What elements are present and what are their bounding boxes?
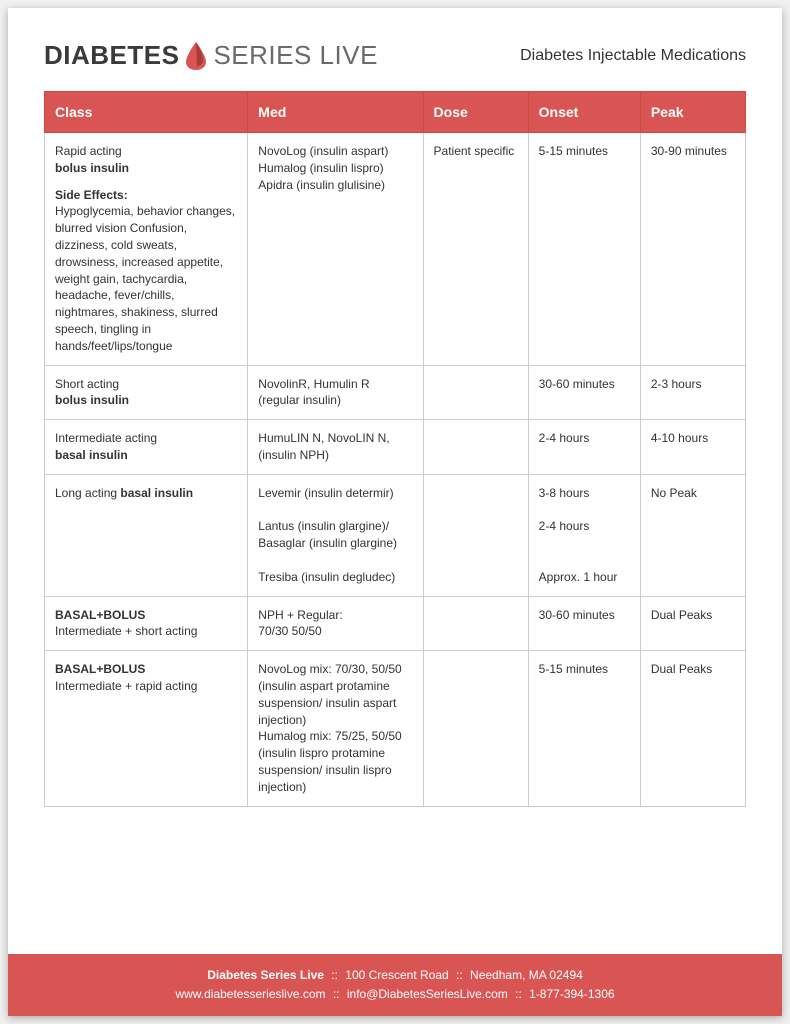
table-row: BASAL+BOLUSIntermediate + short actingNP… — [45, 596, 746, 651]
cell-med: Levemir (insulin determir) Lantus (insul… — [248, 474, 423, 596]
cell-peak: Dual Peaks — [640, 596, 745, 651]
cell-onset: 3-8 hours 2-4 hours Approx. 1 hour — [528, 474, 640, 596]
cell-med: NovoLog (insulin aspart) Humalog (insuli… — [248, 133, 423, 366]
footer-phone: 1-877-394-1306 — [529, 987, 614, 1001]
cell-class: Intermediate actingbasal insulin — [45, 420, 248, 475]
cell-class: Long acting basal insulin — [45, 474, 248, 596]
footer-line-2: www.diabetesserieslive.com :: info@Diabe… — [8, 985, 782, 1004]
footer: Diabetes Series Live :: 100 Crescent Roa… — [8, 954, 782, 1016]
page-title: Diabetes Injectable Medications — [520, 47, 746, 65]
cell-med: NPH + Regular: 70/30 50/50 — [248, 596, 423, 651]
cell-peak: No Peak — [640, 474, 745, 596]
col-header-class: Class — [45, 92, 248, 133]
cell-onset: 5-15 minutes — [528, 651, 640, 806]
drop-icon — [185, 41, 207, 71]
cell-class: BASAL+BOLUSIntermediate + rapid acting — [45, 651, 248, 806]
header: DIABETES SERIES LIVE Diabetes Injectable… — [8, 8, 782, 91]
table-body: Rapid actingbolus insulinSide Effects:Hy… — [45, 133, 746, 807]
document-page: DIABETES SERIES LIVE Diabetes Injectable… — [8, 8, 782, 1016]
footer-sep: :: — [331, 968, 338, 982]
table-row: Rapid actingbolus insulinSide Effects:Hy… — [45, 133, 746, 366]
cell-dose — [423, 474, 528, 596]
footer-sep: :: — [456, 968, 463, 982]
table-row: BASAL+BOLUSIntermediate + rapid actingNo… — [45, 651, 746, 806]
cell-onset: 30-60 minutes — [528, 596, 640, 651]
cell-peak: 30-90 minutes — [640, 133, 745, 366]
cell-dose — [423, 365, 528, 420]
cell-peak: Dual Peaks — [640, 651, 745, 806]
cell-med: HumuLIN N, NovoLIN N, (insulin NPH) — [248, 420, 423, 475]
logo: DIABETES SERIES LIVE — [44, 40, 378, 71]
col-header-onset: Onset — [528, 92, 640, 133]
footer-org: Diabetes Series Live — [207, 968, 324, 982]
cell-dose — [423, 420, 528, 475]
footer-city: Needham, MA 02494 — [470, 968, 583, 982]
cell-med: NovolinR, Humulin R (regular insulin) — [248, 365, 423, 420]
col-header-peak: Peak — [640, 92, 745, 133]
col-header-dose: Dose — [423, 92, 528, 133]
cell-onset: 5-15 minutes — [528, 133, 640, 366]
logo-text-series: SERIES LIVE — [213, 40, 377, 71]
cell-peak: 2-3 hours — [640, 365, 745, 420]
footer-line-1: Diabetes Series Live :: 100 Crescent Roa… — [8, 966, 782, 985]
cell-onset: 2-4 hours — [528, 420, 640, 475]
logo-text-diabetes: DIABETES — [44, 40, 179, 71]
table-row: Long acting basal insulinLevemir (insuli… — [45, 474, 746, 596]
col-header-med: Med — [248, 92, 423, 133]
cell-class: Short actingbolus insulin — [45, 365, 248, 420]
cell-class: BASAL+BOLUSIntermediate + short acting — [45, 596, 248, 651]
content-area: Class Med Dose Onset Peak Rapid actingbo… — [8, 91, 782, 954]
cell-dose: Patient specific — [423, 133, 528, 366]
footer-website: www.diabetesserieslive.com — [175, 987, 325, 1001]
footer-address: 100 Crescent Road — [345, 968, 448, 982]
table-row: Short actingbolus insulinNovolinR, Humul… — [45, 365, 746, 420]
cell-peak: 4-10 hours — [640, 420, 745, 475]
footer-sep: :: — [333, 987, 340, 1001]
medications-table: Class Med Dose Onset Peak Rapid actingbo… — [44, 91, 746, 807]
table-header-row: Class Med Dose Onset Peak — [45, 92, 746, 133]
table-row: Intermediate actingbasal insulinHumuLIN … — [45, 420, 746, 475]
cell-dose — [423, 596, 528, 651]
cell-dose — [423, 651, 528, 806]
cell-class: Rapid actingbolus insulinSide Effects:Hy… — [45, 133, 248, 366]
footer-sep: :: — [515, 987, 522, 1001]
cell-onset: 30-60 minutes — [528, 365, 640, 420]
footer-email: info@DiabetesSeriesLive.com — [347, 987, 508, 1001]
cell-med: NovoLog mix: 70/30, 50/50 (insulin aspar… — [248, 651, 423, 806]
